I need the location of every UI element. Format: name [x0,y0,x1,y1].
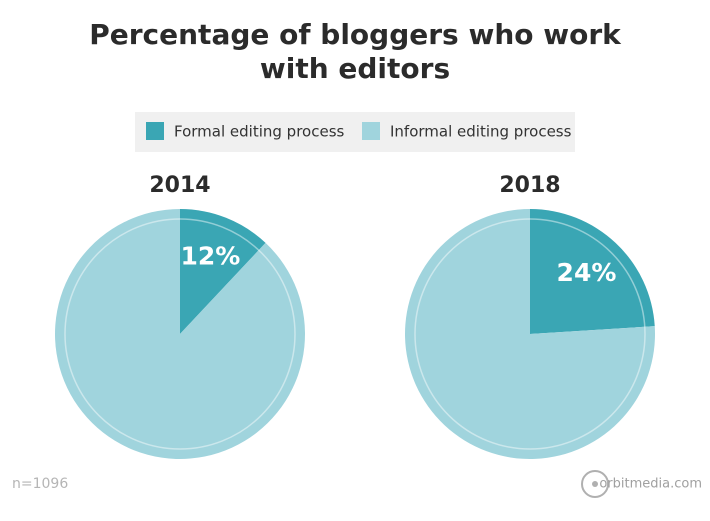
title-box: Percentage of bloggers who work with edi… [89,18,621,85]
pie-slice [180,209,266,334]
pie-title: 2014 [149,173,210,198]
pie-slice [55,209,306,459]
chart-title: Percentage of bloggers who work with edi… [89,18,621,85]
source: orbitmedia.com [599,477,702,492]
pie-title: 2018 [499,173,560,198]
legend-label: Formal editing process [174,123,345,141]
value-label: 12% [180,241,240,270]
pie-inner-ring [64,218,296,450]
value-label: 24% [557,258,617,287]
legend-box [135,112,575,152]
pie-inner-ring [414,218,646,450]
legend-label: Informal editing process [390,123,572,141]
legend-swatch [146,122,164,140]
legend-swatch [362,122,380,140]
logo-icon [581,470,609,498]
logo-dot [592,481,598,487]
pie-slice [530,209,655,334]
pie-slice [405,209,655,459]
note: n=1096 [12,476,68,492]
